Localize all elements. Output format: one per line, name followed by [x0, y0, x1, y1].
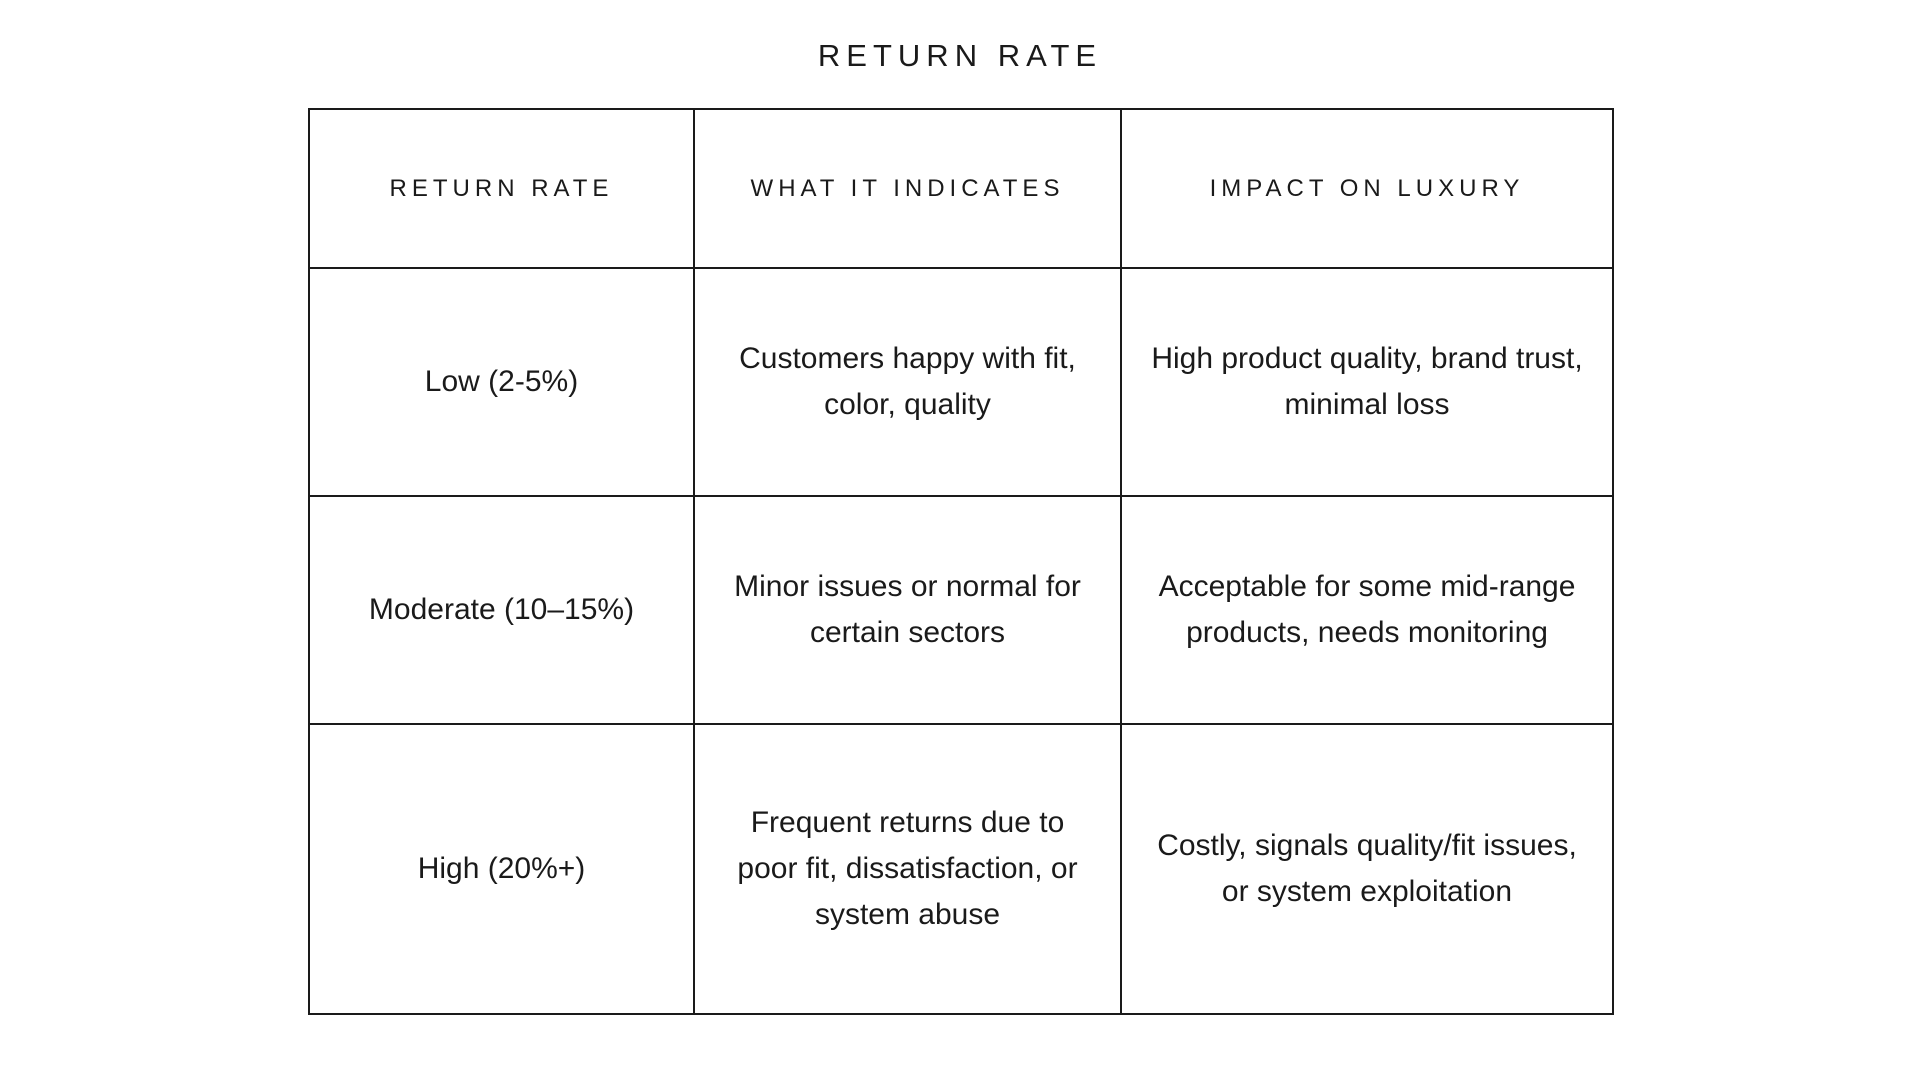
cell-impact-on-luxury: Costly, signals quality/fit issues, or s…	[1120, 723, 1614, 1015]
cell-return-rate: High (20%+)	[308, 723, 695, 1015]
page-title: RETURN RATE	[817, 38, 1103, 73]
cell-impact-on-luxury: Acceptable for some mid-range products, …	[1120, 495, 1614, 725]
cell-return-rate: Moderate (10–15%)	[308, 495, 695, 725]
cell-what-it-indicates: Customers happy with fit, color, quality	[693, 267, 1122, 497]
cell-return-rate: Low (2-5%)	[308, 267, 695, 497]
return-rate-table: RETURN RATE WHAT IT INDICATES IMPACT ON …	[308, 108, 1614, 1015]
cell-impact-on-luxury: High product quality, brand trust, minim…	[1120, 267, 1614, 497]
cell-what-it-indicates: Frequent returns due to poor fit, dissat…	[693, 723, 1122, 1015]
table-row: High (20%+) Frequent returns due to poor…	[308, 723, 1614, 1015]
column-header-impact-on-luxury: IMPACT ON LUXURY	[1120, 108, 1614, 269]
column-header-what-it-indicates: WHAT IT INDICATES	[693, 108, 1122, 269]
table-row: Low (2-5%) Customers happy with fit, col…	[308, 267, 1614, 497]
cell-what-it-indicates: Minor issues or normal for certain secto…	[693, 495, 1122, 725]
table-row: Moderate (10–15%) Minor issues or normal…	[308, 495, 1614, 725]
table-header-row: RETURN RATE WHAT IT INDICATES IMPACT ON …	[308, 108, 1614, 269]
column-header-return-rate: RETURN RATE	[308, 108, 695, 269]
